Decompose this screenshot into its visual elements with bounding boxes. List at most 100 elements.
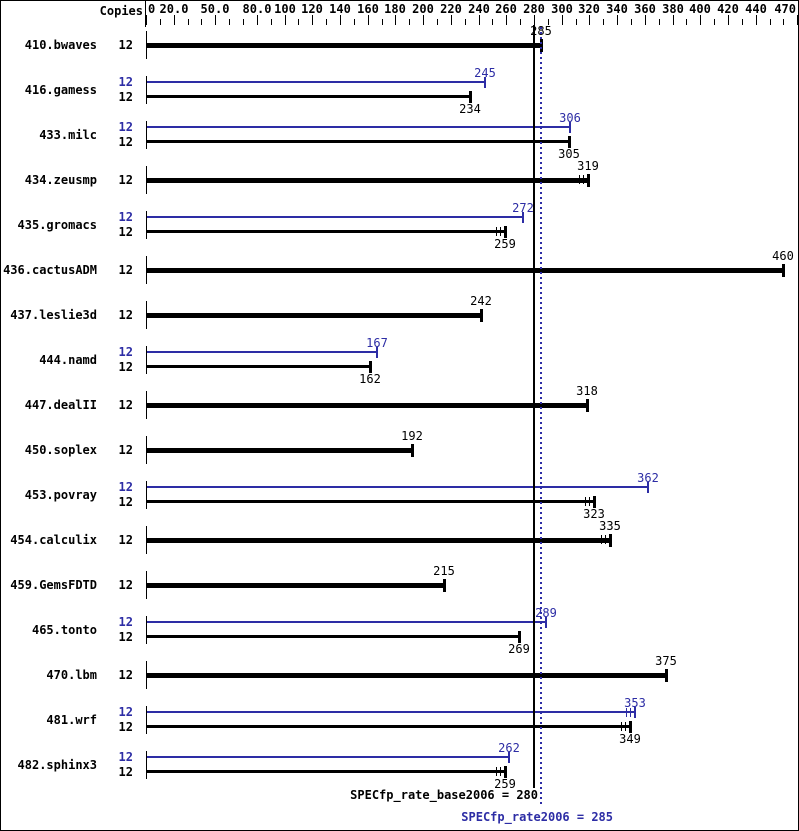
axis-cap <box>146 166 147 194</box>
base-value-label: 162 <box>359 372 381 386</box>
axis-tick-label: 360 <box>634 2 656 16</box>
axis-tick <box>257 15 258 25</box>
peak-value-label: 262 <box>498 741 520 755</box>
axis-tick-label: 140 <box>329 2 351 16</box>
axis-tick <box>160 19 161 25</box>
base-bar <box>147 140 569 143</box>
axis-tick-label: 440 <box>745 2 767 16</box>
base-bar <box>147 583 444 588</box>
base-bar <box>147 770 505 773</box>
axis-tick <box>728 15 729 25</box>
benchmark-row: 435.gromacs 12 272 12 259 <box>1 201 798 251</box>
axis-tick <box>534 15 535 25</box>
copies-value: 12 <box>118 495 133 509</box>
axis-tick-label: 120 <box>301 2 323 16</box>
benchmark-label: 435.gromacs <box>17 218 97 232</box>
axis-tick-label: 320 <box>578 2 600 16</box>
benchmark-label: 482.sphinx3 <box>17 758 97 772</box>
run-mark <box>601 535 602 544</box>
benchmark-row: 454.calculix 12 335 <box>1 518 798 563</box>
base-summary-text: SPECfp_rate_base2006 = 280 <box>350 788 538 802</box>
base-bar-endcap <box>568 136 571 148</box>
axis-origin-separator <box>145 1 146 27</box>
axis-tick <box>617 15 618 25</box>
base-bar-endcap <box>518 631 521 643</box>
base-bar-endcap <box>480 309 483 322</box>
copies-value: 12 <box>118 720 133 734</box>
benchmark-label: 453.povray <box>24 488 97 502</box>
base-bar <box>147 403 587 408</box>
copies-value: 12 <box>118 443 133 457</box>
benchmark-row: 444.namd 12 167 12 162 <box>1 336 798 386</box>
axis-tick <box>395 15 396 25</box>
axis-tick <box>659 19 660 25</box>
axis-cap <box>146 76 147 104</box>
peak-bar-endcap <box>376 347 378 358</box>
benchmark-label: 436.cactusADM <box>3 263 97 277</box>
peak-bar <box>147 621 546 623</box>
base-value-label: 192 <box>401 429 423 443</box>
peak-bar-endcap <box>484 77 486 88</box>
base-value-label: 375 <box>655 654 677 668</box>
peak-value-label: 306 <box>559 111 581 125</box>
base-bar-endcap <box>369 361 372 373</box>
copies-value: 12 <box>118 263 133 277</box>
axis-tick <box>700 15 701 25</box>
axis-tick <box>562 15 563 25</box>
axis-tick-label: 260 <box>495 2 517 16</box>
axis-tick <box>382 19 383 25</box>
benchmark-row: 447.dealII 12 318 <box>1 383 798 428</box>
axis-tick <box>783 19 784 25</box>
run-mark <box>605 535 606 544</box>
axis-tick <box>423 15 424 25</box>
peak-bar-endcap <box>545 617 547 628</box>
copies-value: 12 <box>118 90 133 104</box>
copies-value: 12 <box>118 210 133 224</box>
peak-bar-endcap <box>569 122 571 133</box>
copies-value: 12 <box>118 615 133 629</box>
axis-tick-label: 280 <box>523 2 545 16</box>
base-bar-endcap <box>443 579 446 592</box>
base-bar <box>147 538 610 543</box>
base-bar-endcap <box>782 264 785 277</box>
peak-value-label: 289 <box>535 606 557 620</box>
copies-value: 12 <box>118 630 133 644</box>
run-mark <box>625 722 626 731</box>
axis-tick <box>409 19 410 25</box>
benchmark-label: 434.zeusmp <box>24 173 97 187</box>
run-mark <box>579 175 580 184</box>
base-bar <box>147 178 588 183</box>
axis-tick <box>548 19 549 25</box>
axis-tick <box>368 15 369 25</box>
base-bar <box>147 635 519 638</box>
axis-tick-label: 220 <box>440 2 462 16</box>
peak-bar <box>147 81 485 83</box>
base-value-label: 335 <box>599 519 621 533</box>
axis-tick <box>506 15 507 25</box>
peak-bar-endcap <box>647 482 649 493</box>
axis-tick <box>673 15 674 25</box>
peak-bar <box>147 216 523 218</box>
copies-value: 12 <box>118 120 133 134</box>
copies-value: 12 <box>118 480 133 494</box>
copies-value: 12 <box>118 750 133 764</box>
peak-value-label: 245 <box>474 66 496 80</box>
base-bar <box>147 43 541 48</box>
copies-value: 12 <box>118 533 133 547</box>
axis-cap <box>146 751 147 779</box>
axis-tick-label: 340 <box>606 2 628 16</box>
benchmark-label: 454.calculix <box>10 533 97 547</box>
base-bar-endcap <box>609 534 612 547</box>
run-mark <box>621 722 622 731</box>
run-mark <box>500 227 501 236</box>
axis-cap <box>146 346 147 374</box>
benchmark-label: 410.bwaves <box>24 38 97 52</box>
peak-value-label: 353 <box>624 696 646 710</box>
axis-tick <box>298 19 299 25</box>
benchmark-label: 481.wrf <box>46 713 97 727</box>
base-value-label: 242 <box>470 294 492 308</box>
peak-value-label: 167 <box>366 336 388 350</box>
axis-tick-label: 180 <box>384 2 406 16</box>
benchmark-row: 470.lbm 12 375 <box>1 653 798 698</box>
